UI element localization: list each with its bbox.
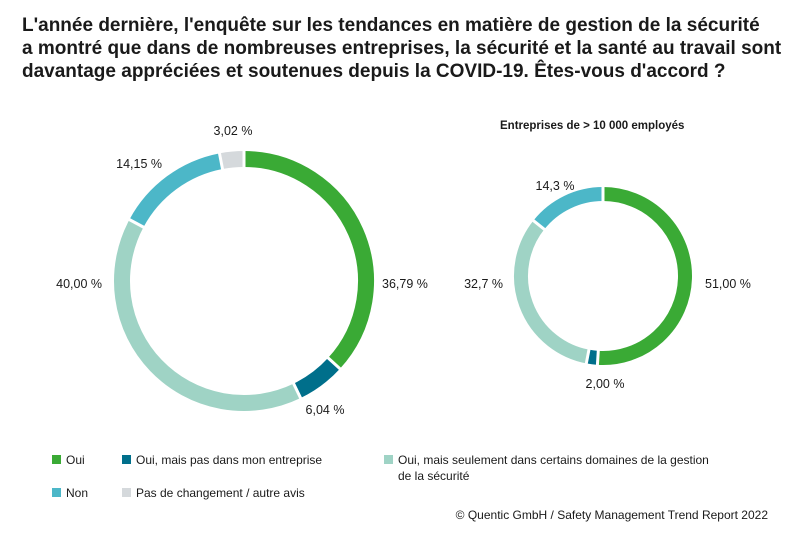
small-donut-title: Entreprises de > 10 000 employés	[500, 120, 685, 132]
source-credit: © Quentic GmbH / Safety Management Trend…	[455, 508, 768, 522]
donut-all-slice-pas-de-changement-autre-avis	[219, 151, 245, 170]
donut-all-label-oui: 36,79 %	[382, 277, 428, 291]
donut-large-companies: 51,00 % 2,00 % 32,7 % 14,3 %	[464, 179, 751, 391]
donut-all-label-oui-mais-pas-dans-mon-entreprise: 6,04 %	[306, 403, 345, 417]
donut-large-slice-oui	[597, 187, 692, 365]
donut-large-slice-oui-mais-seulement-dans-certains-domaines-de-la-gestion-de-la-securite	[514, 220, 590, 364]
donut-all-separator	[127, 217, 146, 229]
donut-all-slice-oui-mais-seulement-dans-certains-domaines-de-la-gestion-de-la-securite	[114, 219, 301, 411]
donut-large-separator	[584, 348, 591, 365]
donut-large-label-oui-mais-pas-dans-mon-entreprise: 2,00 %	[586, 377, 625, 391]
donut-large-label-non: 14,3 %	[536, 179, 575, 193]
chart-title-line-1: L'année dernière, l'enquête sur les tend…	[22, 15, 760, 36]
donut-all-slice-oui-mais-pas-dans-mon-entreprise	[293, 357, 340, 399]
donut-all-slice-oui	[243, 151, 374, 369]
chart-title-line-2: a montré que dans de nombreuses entrepri…	[22, 38, 782, 59]
chart-title: L'année dernière, l'enquête sur les tend…	[22, 14, 782, 83]
donut-all-label-oui-mais-seulement-dans-certains-domaines-de-la-gestion-de-la-securite: 40,00 %	[56, 277, 102, 291]
donut-all-separator	[326, 356, 342, 371]
donut-all-label-pas-de-changement-autre-avis: 3,02 %	[214, 124, 253, 138]
donut-large-label-oui-mais-seulement-dans-certains-domaines-de-la-gestion-de-la-securite: 32,7 %	[464, 277, 503, 291]
donut-all-separator	[217, 152, 225, 171]
donut-large-separator	[531, 218, 547, 232]
donut-large-separator	[595, 349, 600, 366]
donut-large-slice-oui-mais-pas-dans-mon-entreprise	[586, 349, 599, 365]
donut-all-separator	[291, 382, 303, 400]
chart-title-line-3: davantage appréciées et soutenues depuis…	[22, 61, 726, 82]
donut-all-slice-non	[129, 153, 223, 228]
donut-all-companies: 36,79 % 6,04 % 40,00 % 14,15 % 3,02 %	[56, 124, 428, 417]
donut-large-slice-non	[533, 187, 604, 230]
donut-all-label-non: 14,15 %	[116, 157, 162, 171]
donut-large-label-oui: 51,00 %	[705, 277, 751, 291]
